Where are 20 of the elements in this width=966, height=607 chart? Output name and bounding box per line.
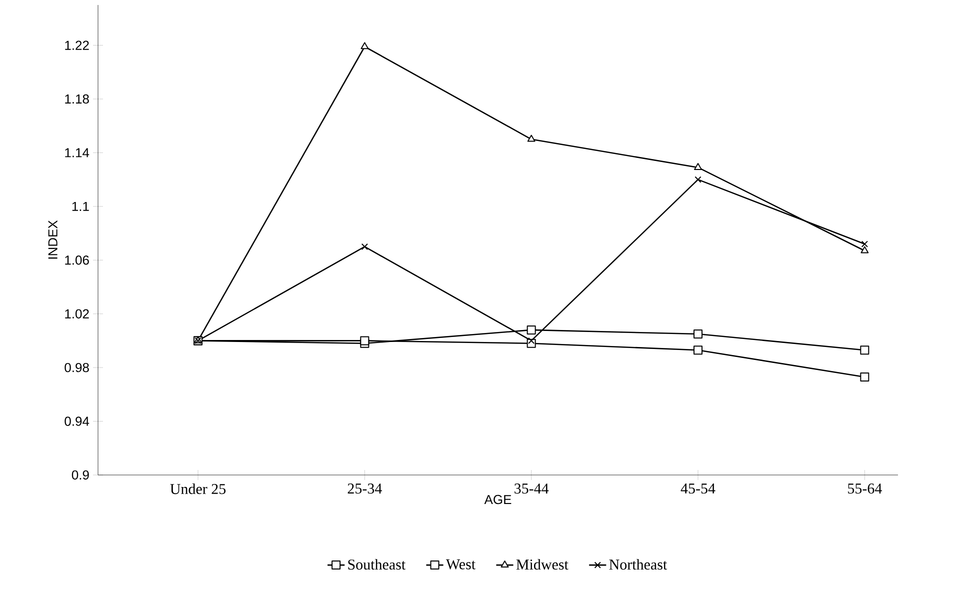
- y-tick-label: 1.1: [72, 202, 89, 211]
- y-tick-label: 0.94: [64, 416, 90, 426]
- y-tick-label: 1.18: [65, 94, 89, 104]
- x-tick-label: Under 25: [170, 484, 226, 494]
- x-tick-label: 35-44: [514, 484, 549, 494]
- legend-label: Midwest: [516, 559, 568, 570]
- x-tick-label: 45-54: [680, 484, 716, 494]
- legend-label: West: [446, 559, 476, 570]
- y-axis-title: INDEX: [48, 220, 58, 259]
- legend-label: Northeast: [609, 559, 668, 570]
- legend-label: Southeast: [348, 559, 406, 570]
- y-tick-label: 1.02: [65, 309, 89, 318]
- x-axis-title: AGE: [484, 494, 512, 504]
- y-tick-label: 1.14: [65, 148, 90, 158]
- y-tick-label: 1.06: [65, 256, 89, 265]
- x-tick-label: 25-34: [348, 484, 382, 494]
- y-tick-label: 0.9: [72, 470, 89, 480]
- y-tick-label: 1.22: [65, 40, 89, 50]
- y-tick-label: 0.98: [64, 362, 89, 372]
- x-tick-label: 55-64: [848, 484, 882, 494]
